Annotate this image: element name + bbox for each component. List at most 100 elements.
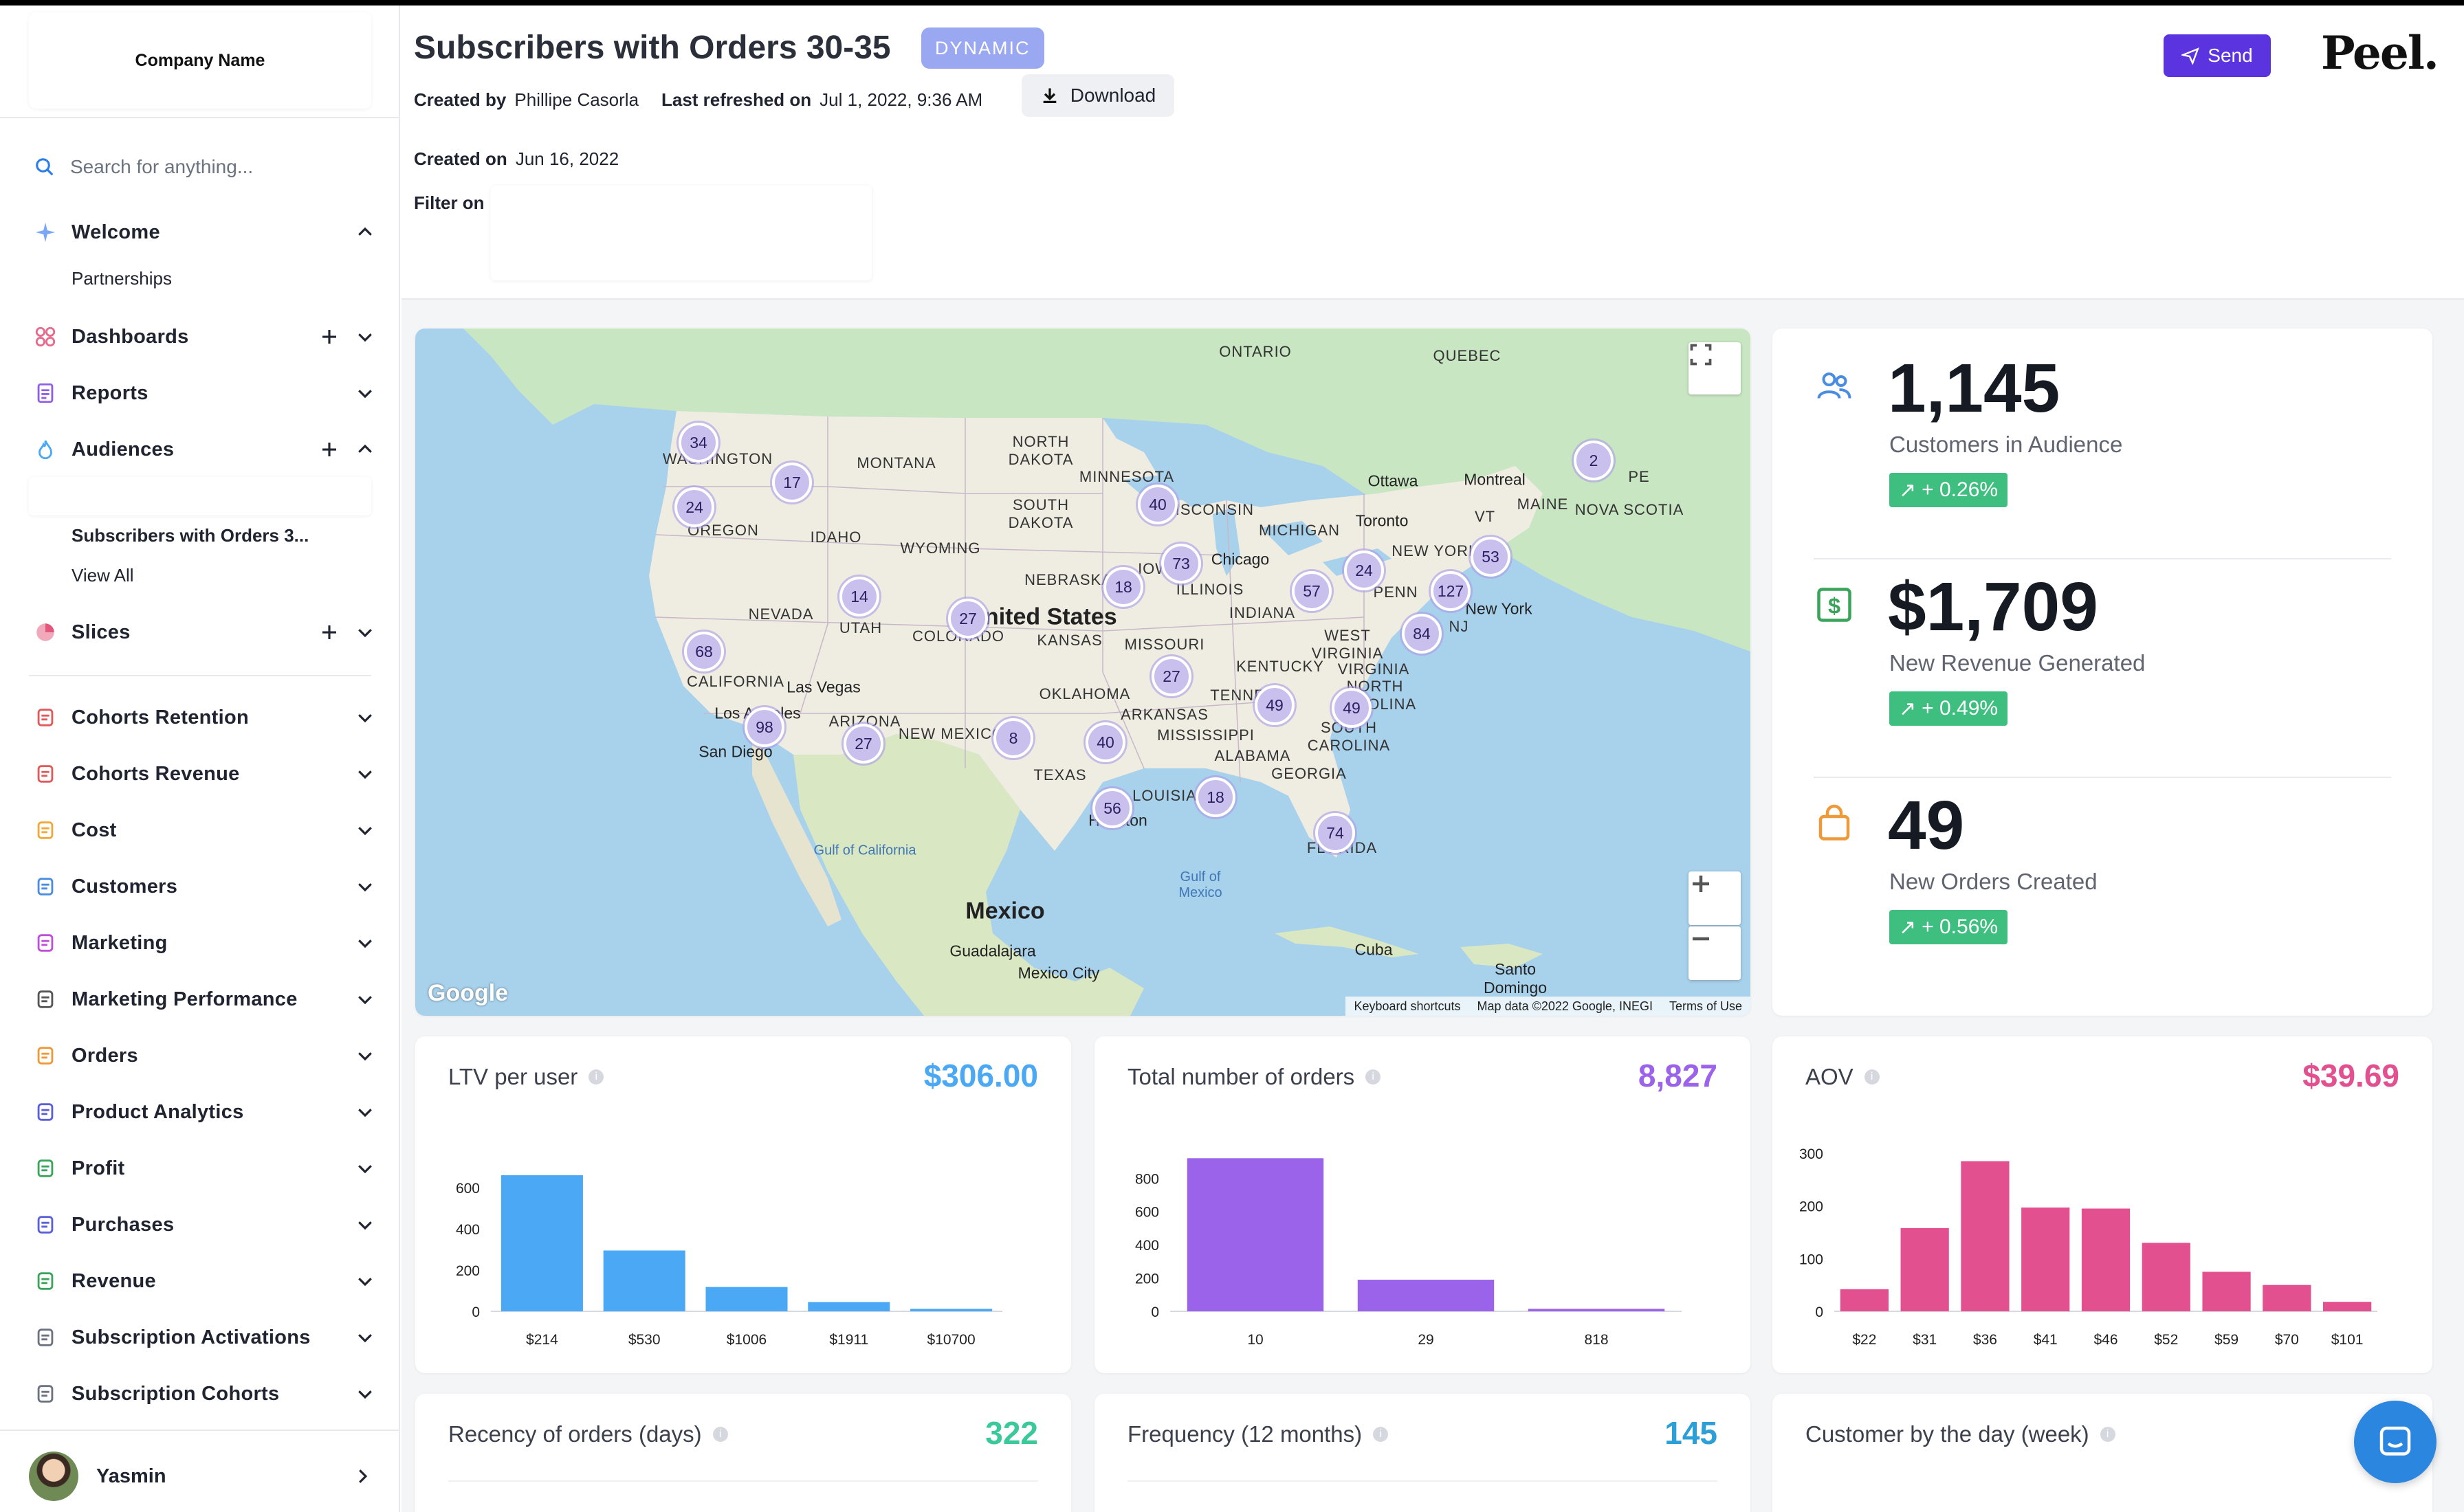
map-cluster-marker[interactable]: 17 [772,463,812,502]
chevron-down-icon[interactable] [355,989,375,1010]
chevron-down-icon[interactable] [355,820,375,841]
sidebar-item-subscription-cohorts[interactable]: Subscription Cohorts [32,1373,375,1414]
bar[interactable] [1961,1161,2010,1312]
map-cluster-marker[interactable]: 68 [684,632,724,671]
info-icon[interactable]: i [2100,1427,2115,1442]
map-cluster-marker[interactable]: 53 [1471,537,1510,577]
sidebar-item-marketing[interactable]: Marketing [32,922,375,964]
chevron-down-icon[interactable] [355,1158,375,1179]
info-icon[interactable]: i [712,1427,728,1442]
map-cluster-marker[interactable]: 49 [1255,685,1295,725]
chevron-up-icon[interactable] [355,439,375,460]
sidebar-subitem-selected-audience[interactable]: Subscribers with Orders 3... [72,525,309,546]
sidebar-item-slices[interactable]: Slices [32,612,375,653]
chevron-down-icon[interactable] [355,1327,375,1348]
terms-of-use-link[interactable]: Terms of Use [1669,999,1742,1013]
chevron-down-icon[interactable] [355,876,375,897]
map-cluster-marker[interactable]: 56 [1092,788,1132,828]
chat-launcher-button[interactable] [2354,1401,2436,1483]
bar[interactable] [910,1309,993,1311]
chevron-right-icon[interactable] [352,1466,373,1487]
map-cluster-marker[interactable]: 2 [1574,441,1614,480]
bar[interactable] [2323,1302,2372,1311]
bar[interactable] [705,1287,788,1311]
sidebar-item-welcome[interactable]: Welcome [32,212,375,253]
bar[interactable] [2021,1207,2070,1311]
sidebar-item-audiences[interactable]: Audiences [32,429,375,470]
sidebar-item-cohorts-revenue[interactable]: Cohorts Revenue [32,753,375,794]
metric-card-orders[interactable]: Total number of orders i 8,827 0 200 400 600… [1094,1036,1750,1373]
zoom-in-button[interactable] [1688,871,1741,925]
bar[interactable] [2263,1285,2311,1311]
info-icon[interactable]: i [1365,1069,1381,1085]
map-cluster-marker[interactable]: 127 [1431,571,1471,611]
metric-card-frequency[interactable]: Frequency (12 months) i 145 [1094,1394,1750,1512]
bar[interactable] [808,1302,890,1312]
chevron-down-icon[interactable] [355,764,375,784]
sidebar-item-profit[interactable]: Profit [32,1148,375,1189]
map-cluster-marker[interactable]: 40 [1138,485,1178,524]
sidebar-item-cost[interactable]: Cost [32,810,375,851]
sidebar-item-reports[interactable]: Reports [32,373,375,414]
customer-map[interactable]: ONTARIO QUEBEC NORTH DAKOTA MONTANA WASHINGT… [415,329,1750,1016]
map-cluster-marker[interactable]: 27 [844,724,883,764]
info-icon[interactable]: i [1864,1069,1880,1085]
send-button[interactable]: Send [2164,34,2271,77]
map-cluster-marker[interactable]: 34 [679,423,718,463]
sidebar-subitem-partnerships[interactable]: Partnerships [72,268,172,289]
search-input[interactable]: Search for anything... [70,156,254,177]
chevron-down-icon[interactable] [355,1214,375,1235]
chevron-down-icon[interactable] [355,1271,375,1291]
plus-icon[interactable] [319,439,340,460]
sidebar-item-purchases[interactable]: Purchases [32,1204,375,1245]
audience-filter-box[interactable] [29,477,371,515]
map-cluster-marker[interactable]: 27 [948,599,988,638]
fullscreen-button[interactable] [1688,342,1741,394]
bar[interactable] [1900,1227,1949,1311]
chevron-down-icon[interactable] [355,1045,375,1066]
map-cluster-marker[interactable]: 18 [1103,567,1143,607]
bar[interactable] [1840,1289,1889,1311]
map-cluster-marker[interactable]: 14 [839,577,879,616]
map-cluster-marker[interactable]: 8 [993,718,1033,758]
bar[interactable] [2142,1243,2190,1311]
metric-card-day-week[interactable]: Customer by the day (week)i 200 [1772,1394,2432,1512]
plus-icon[interactable] [319,622,340,643]
user-menu[interactable]: Yasmin [29,1449,373,1504]
map-cluster-marker[interactable]: 24 [674,487,714,527]
sidebar-item-subscription-activations[interactable]: Subscription Activations [32,1317,375,1358]
map-cluster-marker[interactable]: 49 [1332,688,1372,728]
sidebar-item-customers[interactable]: Customers [32,866,375,907]
chevron-down-icon[interactable] [355,933,375,953]
sidebar-item-product-analytics[interactable]: Product Analytics [32,1091,375,1133]
map-cluster-marker[interactable]: 40 [1086,722,1125,762]
map-cluster-marker[interactable]: 24 [1344,551,1384,590]
bar[interactable] [2081,1208,2131,1312]
chevron-up-icon[interactable] [355,222,375,243]
search-bar[interactable]: Search for anything... [34,150,364,184]
map-cluster-marker[interactable]: 57 [1292,571,1332,611]
map-cluster-marker[interactable]: 27 [1152,656,1191,696]
map-cluster-marker[interactable]: 84 [1402,614,1442,654]
info-icon[interactable]: i [588,1069,604,1085]
bar[interactable] [1528,1309,1665,1311]
metric-card-aov[interactable]: AOV i $39.69 0 100 200 300 $22 $31 $36 $41 $46 $52… [1772,1036,2432,1373]
company-name[interactable]: Company Name [29,12,371,109]
keyboard-shortcuts-link[interactable]: Keyboard shortcuts [1354,999,1461,1013]
bar[interactable] [2202,1271,2251,1312]
metric-card-ltv[interactable]: LTV per user i $306.00 0 200 400 600 $214 $530… [415,1036,1071,1373]
zoom-out-button[interactable] [1688,926,1741,980]
info-icon[interactable]: i [1373,1427,1389,1442]
sidebar-item-revenue[interactable]: Revenue [32,1260,375,1302]
sidebar-item-marketing-performance[interactable]: Marketing Performance [32,979,375,1020]
bar[interactable] [500,1175,583,1311]
sidebar-item-cohorts-retention[interactable]: Cohorts Retention [32,697,375,738]
map-cluster-marker[interactable]: 73 [1161,544,1201,583]
chevron-down-icon[interactable] [355,707,375,728]
bar[interactable] [1187,1158,1324,1311]
chevron-down-icon[interactable] [355,622,375,643]
map-cluster-marker[interactable]: 98 [745,707,784,747]
chevron-down-icon[interactable] [355,326,375,347]
map-cluster-marker[interactable]: 18 [1196,777,1235,817]
metric-card-recency[interactable]: Recency of orders (days) i 322 [415,1394,1071,1512]
